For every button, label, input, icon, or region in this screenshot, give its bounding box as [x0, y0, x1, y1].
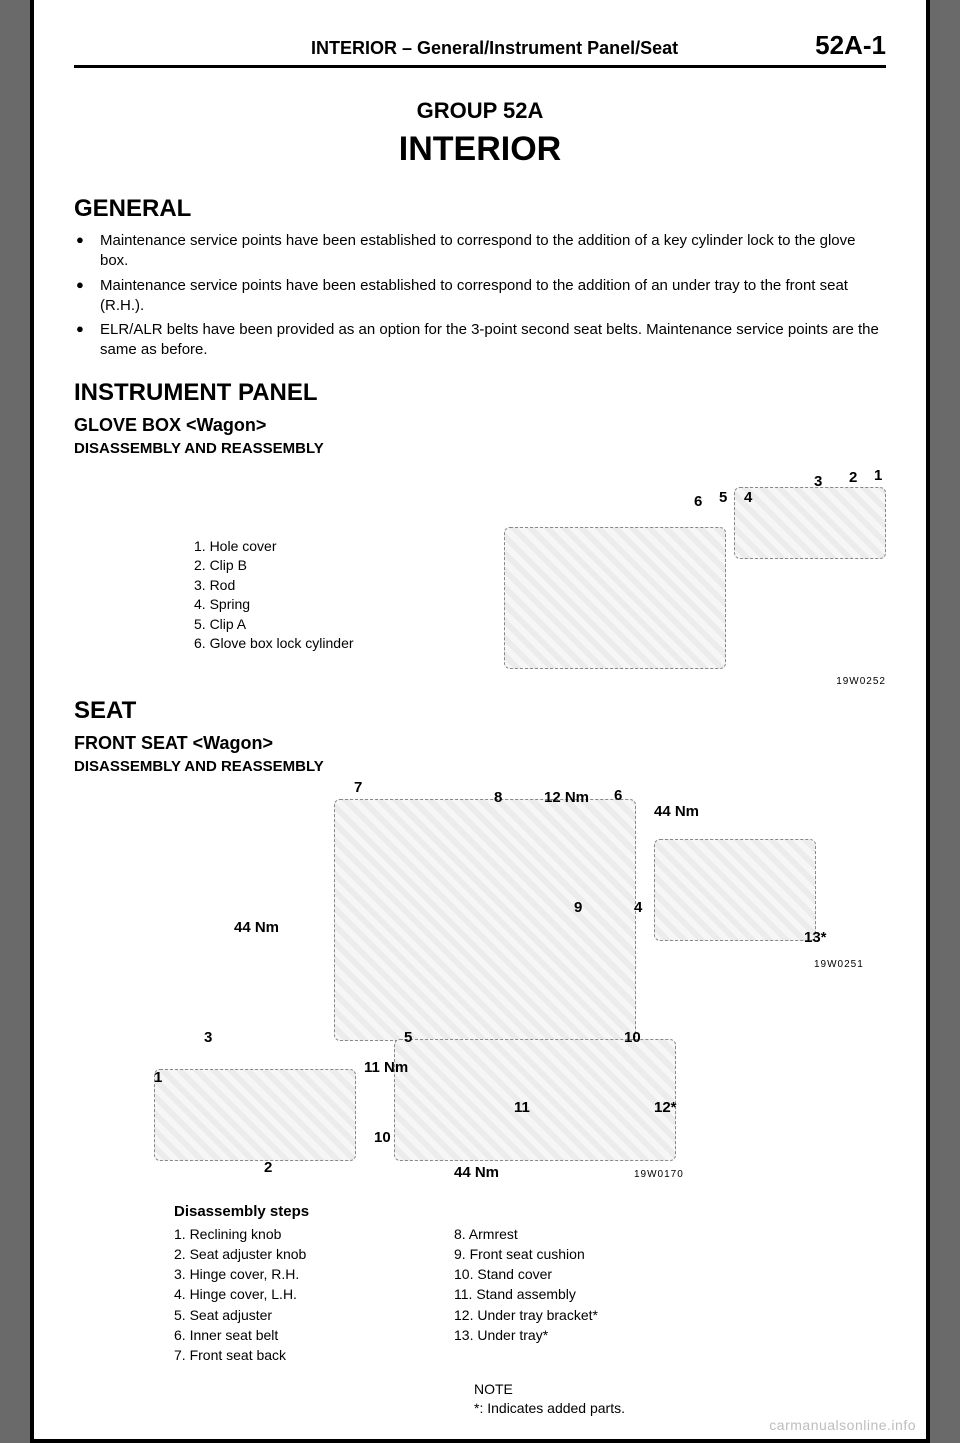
glove-box-row: 1. Hole cover 2. Clip B 3. Rod 4. Spring…: [74, 467, 886, 687]
glove-box-figure: 1 2 3 4 5 6 19W0252: [494, 467, 886, 687]
step-item: 11. Stand assembly: [454, 1284, 674, 1304]
callout-12: 12*: [654, 1099, 677, 1116]
hinge-parts-drawing-icon: [154, 1069, 356, 1161]
bullet-item: Maintenance service points have been est…: [74, 231, 886, 272]
callout-6: 6: [694, 493, 702, 510]
torque-44b: 44 Nm: [234, 919, 279, 936]
step-item: 2. Seat adjuster knob: [174, 1244, 394, 1264]
callout-10: 10: [624, 1029, 641, 1046]
general-bullets: Maintenance service points have been est…: [74, 231, 886, 361]
step-item: 1. Reclining knob: [174, 1224, 394, 1244]
instrument-panel-heading: INSTRUMENT PANEL: [74, 379, 886, 407]
group-title: INTERIOR: [74, 130, 886, 169]
under-tray-drawing-icon: [654, 839, 816, 941]
callout-13: 13*: [804, 929, 827, 946]
part-item: 3. Rod: [194, 576, 474, 596]
callout-3: 3: [814, 473, 822, 490]
callout-2b: 2: [264, 1159, 272, 1176]
step-item: 7. Front seat back: [174, 1345, 394, 1365]
bullet-item: Maintenance service points have been est…: [74, 276, 886, 317]
callout-8: 8: [494, 789, 502, 806]
callout-b6: 6: [614, 787, 622, 804]
callout-9: 9: [574, 899, 582, 916]
page-header: INTERIOR – General/Instrument Panel/Seat…: [74, 30, 886, 68]
callout-1b: 1: [154, 1069, 162, 1086]
part-item: 4. Spring: [194, 595, 474, 615]
callout-5: 5: [719, 489, 727, 506]
part-item: 5. Clip A: [194, 615, 474, 635]
fig-ref: 19W0252: [836, 676, 886, 687]
glove-box-heading: GLOVE BOX <Wagon>: [74, 415, 886, 436]
fig-ref-sub: 19W0170: [634, 1169, 684, 1180]
stand-drawing-icon: [394, 1039, 676, 1161]
watermark: carmanualsonline.info: [769, 1417, 916, 1433]
torque-12: 12 Nm: [544, 789, 589, 806]
step-item: 13. Under tray*: [454, 1325, 674, 1345]
torque-44c: 44 Nm: [454, 1164, 499, 1181]
step-item: 10. Stand cover: [454, 1264, 674, 1284]
glove-box-procedure: DISASSEMBLY AND REASSEMBLY: [74, 440, 886, 457]
part-item: 2. Clip B: [194, 556, 474, 576]
step-item: 5. Seat adjuster: [174, 1305, 394, 1325]
note-label: NOTE: [474, 1380, 886, 1400]
step-item: 8. Armrest: [454, 1224, 674, 1244]
manual-page: INTERIOR – General/Instrument Panel/Seat…: [30, 0, 930, 1443]
disassembly-steps: 1. Reclining knob 2. Seat adjuster knob …: [174, 1224, 886, 1366]
callout-11: 11: [514, 1099, 530, 1116]
callout-3b: 3: [204, 1029, 212, 1046]
part-item: 6. Glove box lock cylinder: [194, 634, 474, 654]
torque-11: 11 Nm: [364, 1059, 408, 1076]
step-item: 4. Hinge cover, L.H.: [174, 1284, 394, 1304]
step-item: 12. Under tray bracket*: [454, 1305, 674, 1325]
step-item: 6. Inner seat belt: [174, 1325, 394, 1345]
seat-drawing-icon: [334, 799, 636, 1041]
step-item: 3. Hinge cover, R.H.: [174, 1264, 394, 1284]
callout-10b: 10: [374, 1129, 391, 1146]
glove-box-parts-list: 1. Hole cover 2. Clip B 3. Rod 4. Spring…: [74, 467, 474, 655]
part-item: 1. Hole cover: [194, 537, 474, 557]
steps-left-col: 1. Reclining knob 2. Seat adjuster knob …: [174, 1224, 394, 1366]
callout-4b: 4: [634, 899, 642, 916]
callout-4: 4: [744, 489, 752, 506]
bullet-item: ELR/ALR belts have been provided as an o…: [74, 320, 886, 361]
front-seat-heading: FRONT SEAT <Wagon>: [74, 733, 886, 754]
callout-1: 1: [874, 467, 882, 484]
seat-heading: SEAT: [74, 697, 886, 725]
glove-box-drawing-icon: [504, 527, 726, 669]
step-item: 9. Front seat cushion: [454, 1244, 674, 1264]
front-seat-figure: 7 8 12 Nm 6 44 Nm 44 Nm 9 4 13* 19W0251 …: [74, 779, 886, 1199]
header-page-ref: 52A-1: [815, 30, 886, 61]
front-seat-procedure: DISASSEMBLY AND REASSEMBLY: [74, 758, 886, 775]
steps-right-col: 8. Armrest 9. Front seat cushion 10. Sta…: [454, 1224, 674, 1366]
group-label: GROUP 52A: [74, 98, 886, 124]
torque-44a: 44 Nm: [654, 803, 699, 820]
disassembly-steps-label: Disassembly steps: [174, 1203, 886, 1220]
header-title: INTERIOR – General/Instrument Panel/Seat: [174, 38, 815, 59]
fig-ref-main: 19W0251: [814, 959, 864, 970]
note-block: NOTE *: Indicates added parts.: [474, 1380, 886, 1419]
callout-7: 7: [354, 779, 362, 796]
general-heading: GENERAL: [74, 195, 886, 223]
callout-2: 2: [849, 469, 857, 486]
callout-5b: 5: [404, 1029, 412, 1046]
glove-parts-drawing-icon: [734, 487, 886, 559]
